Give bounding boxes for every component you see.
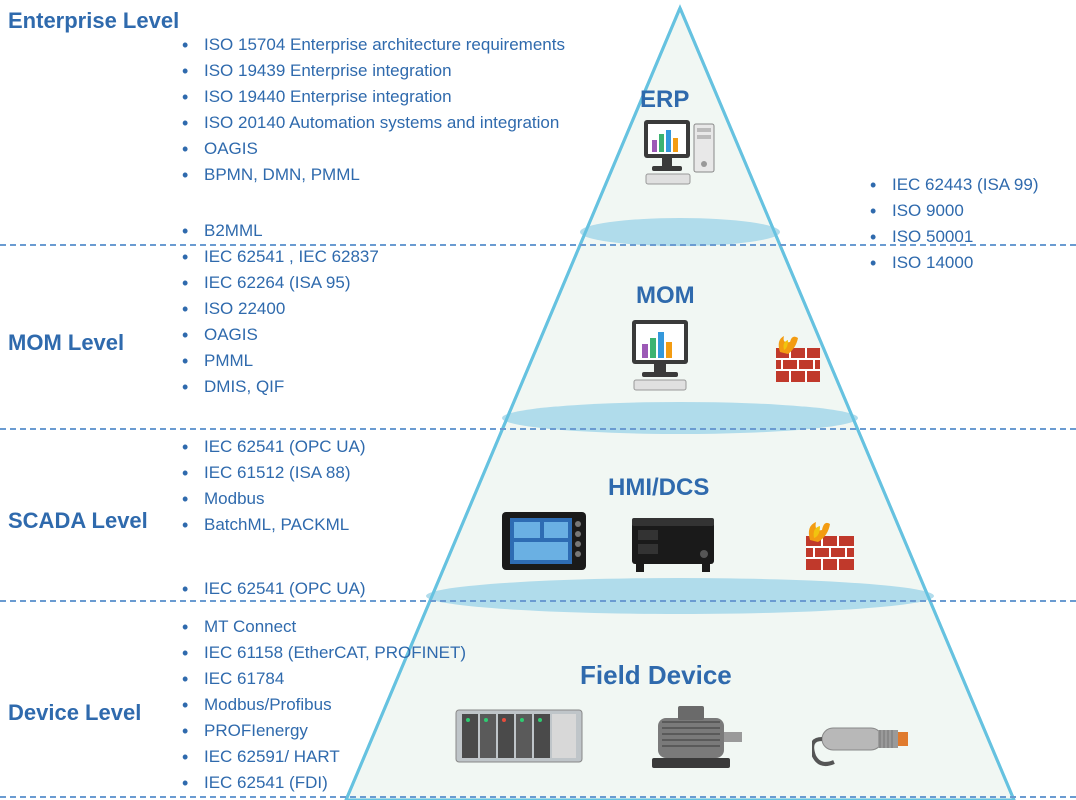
pyramid-band-3 — [426, 578, 934, 614]
list-item: IEC 62541 (OPC UA) — [182, 434, 366, 460]
bullets-device-lead: IEC 62541 (OPC UA) — [182, 576, 366, 602]
list-item: ISO 9000 — [870, 198, 1038, 224]
pyramid-label-erp: ERP — [640, 86, 689, 114]
list-item: Modbus — [182, 486, 366, 512]
list-item: IEC 61784 — [182, 666, 466, 692]
mom-computer-icon — [626, 318, 706, 392]
pyramid-label-hmi: HMI/DCS — [608, 474, 709, 502]
pyramid-band-1 — [580, 218, 780, 246]
list-item: IEC 62264 (ISA 95) — [182, 270, 379, 296]
list-item: IEC 62541 , IEC 62837 — [182, 244, 379, 270]
list-item: ISO 22400 — [182, 296, 379, 322]
level-title-mom: MOM Level — [8, 330, 124, 356]
bullets-scada: IEC 62541 (OPC UA) IEC 61512 (ISA 88) Mo… — [182, 434, 366, 538]
list-item: IEC 62591/ HART — [182, 744, 466, 770]
list-item: PROFIenergy — [182, 718, 466, 744]
list-item: OAGIS — [182, 136, 565, 162]
hmi-firewall-icon — [800, 520, 860, 576]
dcs-server-icon — [628, 514, 718, 576]
list-item: OAGIS — [182, 322, 379, 348]
bullets-device: MT Connect IEC 61158 (EtherCAT, PROFINET… — [182, 614, 466, 796]
erp-computer-icon — [642, 118, 718, 188]
bullets-enterprise: ISO 15704 Enterprise architecture requir… — [182, 32, 565, 188]
mom-firewall-icon — [770, 334, 826, 388]
list-item: IEC 61512 (ISA 88) — [182, 460, 366, 486]
list-item: IEC 62443 (ISA 99) — [870, 172, 1038, 198]
list-item: PMML — [182, 348, 379, 374]
divider-2 — [0, 428, 1076, 430]
list-item: Modbus/Profibus — [182, 692, 466, 718]
list-item: IEC 62541 (OPC UA) — [182, 576, 366, 602]
divider-3 — [0, 600, 1076, 602]
level-title-enterprise: Enterprise Level — [8, 8, 179, 34]
divider-4 — [0, 796, 1076, 798]
level-title-scada: SCADA Level — [8, 508, 148, 534]
pyramid-label-mom: MOM — [636, 282, 695, 310]
list-item: ISO 50001 — [870, 224, 1038, 250]
list-item: BPMN, DMN, PMML — [182, 162, 565, 188]
list-item: ISO 20140 Automation systems and integra… — [182, 110, 565, 136]
list-item: MT Connect — [182, 614, 466, 640]
bullets-mom: B2MML IEC 62541 , IEC 62837 IEC 62264 (I… — [182, 218, 379, 400]
list-item: B2MML — [182, 218, 379, 244]
level-title-device: Device Level — [8, 700, 141, 726]
motor-icon — [642, 700, 752, 776]
list-item: ISO 14000 — [870, 250, 1038, 276]
hmi-panel-icon — [500, 508, 588, 578]
list-item: BatchML, PACKML — [182, 512, 366, 538]
list-item: ISO 15704 Enterprise architecture requir… — [182, 32, 565, 58]
list-item: ISO 19439 Enterprise integration — [182, 58, 565, 84]
list-item: DMIS, QIF — [182, 374, 379, 400]
plc-icon — [454, 700, 584, 772]
list-item: IEC 61158 (EtherCAT, PROFINET) — [182, 640, 466, 666]
list-item: IEC 62541 (FDI) — [182, 770, 466, 796]
bullets-crosscutting: IEC 62443 (ISA 99) ISO 9000 ISO 50001 IS… — [870, 172, 1038, 276]
pyramid-label-field: Field Device — [580, 660, 732, 691]
list-item: ISO 19440 Enterprise integration — [182, 84, 565, 110]
sensor-icon — [812, 712, 932, 768]
